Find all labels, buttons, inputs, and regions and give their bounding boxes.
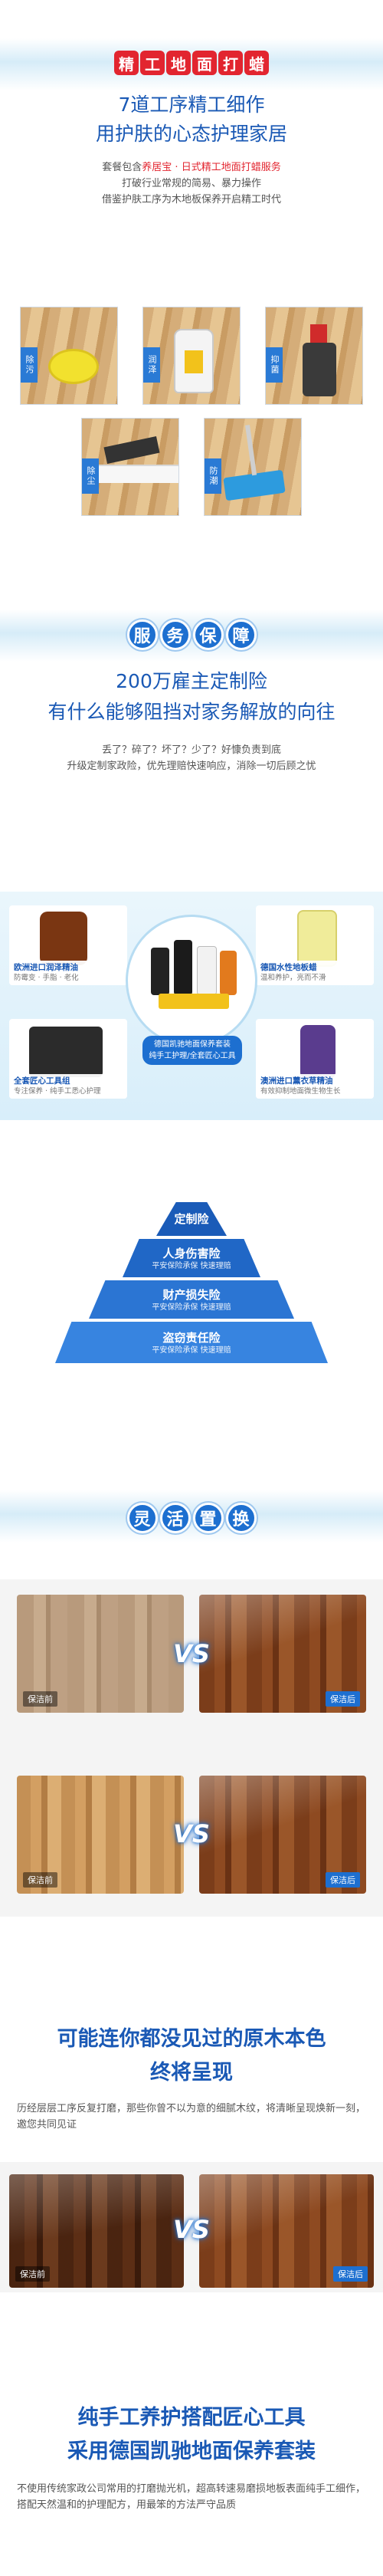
- section4-title-2: 终将呈现: [150, 2061, 233, 2085]
- badge-char: 蜡: [244, 51, 269, 75]
- step-photo: 润泽: [142, 307, 241, 405]
- insurance-tier: 人身伤害险 平安保险承保 快速理赔: [123, 1239, 260, 1277]
- step-tag: 除污: [21, 347, 38, 383]
- section2-title-1: 200万雇主定制险: [116, 670, 267, 692]
- badge-char: 换: [225, 1503, 257, 1533]
- step-photo: 除污: [20, 307, 118, 405]
- badge-char: 活: [159, 1503, 191, 1533]
- step-photo: 抑菌: [265, 307, 363, 405]
- before-label: 保洁前: [23, 1872, 57, 1888]
- section1-desc-3: 借鉴护肤工序为木地板保养开启精工时代: [101, 194, 281, 205]
- badge-char: 保: [192, 619, 224, 650]
- section-header-bg: [0, 38, 383, 90]
- step-tag: 抑菌: [266, 347, 283, 383]
- tier-sub: 平安保险承保 快速理赔: [152, 1303, 231, 1312]
- section2-title-2: 有什么能够阻挡对家务解放的向往: [47, 701, 336, 723]
- product-sub: 专注保养 · 纯手工悉心护理: [14, 1087, 101, 1096]
- step-tag: 润泽: [143, 347, 160, 383]
- tier-name: 人身伤害险: [162, 1246, 221, 1260]
- desc-highlight: 养居宝 · 日式精工地面打蜡服务: [142, 162, 281, 173]
- before-photo: 保洁前: [17, 1776, 184, 1894]
- sponge-icon: [48, 349, 99, 384]
- after-label: 保洁后: [333, 2266, 368, 2282]
- badge-char: 地: [166, 51, 191, 75]
- vs-mark: VS: [173, 1819, 210, 1848]
- section2-badges: 服 务 保 障: [0, 619, 383, 650]
- product-name: 澳洲进口薰衣草精油: [260, 1076, 333, 1086]
- badge-char: 精: [114, 51, 139, 75]
- section1-desc-1: 套餐包含养居宝 · 日式精工地面打蜡服务: [0, 159, 383, 176]
- desc-text: 套餐包含: [102, 162, 142, 173]
- step-tag: 防潮: [205, 458, 221, 494]
- step-tag: 除尘: [82, 458, 99, 494]
- tier-name: 定制险: [174, 1212, 209, 1226]
- tier-name: 盗窃责任险: [162, 1330, 221, 1345]
- caption-line: 德国凯驰地面保养套装: [154, 1040, 231, 1049]
- section-header-bg: [0, 610, 383, 662]
- bottle-icon: [174, 329, 214, 393]
- spray-bottle-icon: [303, 324, 336, 396]
- badge-char: 务: [159, 619, 191, 650]
- step-photo: 除尘: [81, 418, 179, 516]
- insurance-tier: 财产损失险 平安保险承保 快速理赔: [89, 1280, 294, 1319]
- product-name: 全套匠心工具组: [14, 1076, 70, 1086]
- product-name: 欧洲进口润泽精油: [14, 963, 78, 972]
- tier-name: 财产损失险: [162, 1287, 221, 1302]
- step-photo: 防潮: [204, 418, 302, 516]
- section4-desc: 历经层层工序反复打磨，那些你曾不以为意的细腻木纹，将清晰呈现焕新一刻，邀您共同见…: [17, 2103, 366, 2131]
- products-showcase: 欧洲进口润泽精油 防霉变 · 手脂 · 老化 德国水性地板蜡温和养护，亮而不滑 全…: [0, 892, 383, 1120]
- badge-char: 工: [140, 51, 165, 75]
- vs-mark: VS: [173, 2215, 210, 2244]
- insurance-pyramid: 定制险 人身伤害险 平安保险承保 快速理赔 财产损失险 平安保险承保 快速理赔 …: [0, 1202, 383, 1363]
- product-sub: 防霉变 · 手脂 · 老化: [14, 974, 79, 982]
- product-set-circle: [126, 915, 257, 1046]
- section3-badges: 灵 活 置 换: [0, 1503, 383, 1533]
- section2-desc-1: 丢了？碎了？坏了？少了？好慷负责到底: [101, 744, 281, 756]
- product-card: 德国水性地板蜡温和养护，亮而不滑: [256, 905, 374, 985]
- section1-title-2: 用护肤的心态护理家居: [95, 123, 287, 145]
- before-photo: 保洁前: [17, 1595, 184, 1713]
- section-header-bg: [0, 1490, 383, 1543]
- product-card: 欧洲进口润泽精油 防霉变 · 手脂 · 老化: [9, 905, 127, 985]
- insurance-tier: 定制险: [156, 1202, 227, 1236]
- before-photo: 保洁前: [9, 2174, 184, 2288]
- insurance-tier: 盗窃责任险 平安保险承保 快速理赔: [55, 1322, 328, 1363]
- section5-desc: 不使用传统家政公司常用的打磨抛光机，超高转速易磨损地板表面纯手工细作，搭配天然温…: [17, 2483, 366, 2511]
- vs-mark: VS: [173, 1639, 210, 1668]
- after-photo: 保洁后: [199, 2174, 374, 2288]
- badge-char: 障: [225, 619, 257, 650]
- after-label: 保洁后: [326, 1691, 360, 1707]
- section5-title-1: 纯手工养护搭配匠心工具: [77, 2406, 306, 2430]
- wax-bottle-icon: [297, 910, 337, 967]
- after-photo: 保洁后: [199, 1595, 366, 1713]
- section1-badges: 精 工 地 面 打 蜡: [0, 51, 383, 75]
- caption-line: 纯手工护理/全套匠心工具: [149, 1052, 236, 1060]
- badge-char: 灵: [126, 1503, 158, 1533]
- product-set-caption: 德国凯驰地面保养套装 纯手工护理/全套匠心工具: [142, 1036, 242, 1065]
- section5-title-2: 采用德国凯驰地面保养套装: [67, 2440, 316, 2463]
- badge-char: 打: [218, 51, 243, 75]
- section4-title-1: 可能连你都没见过的原木本色: [57, 2027, 326, 2051]
- section2-desc-2: 升级定制家政险，优先理赔快速响应，消除一切后顾之忧: [67, 761, 316, 772]
- section1-desc-2: 打破行业常规的简易、暴力操作: [121, 178, 261, 189]
- tier-sub: 平安保险承保 快速理赔: [152, 1346, 231, 1355]
- product-sub: 有效抑制地面微生物生长: [260, 1087, 341, 1096]
- badge-char: 置: [192, 1503, 224, 1533]
- oil-bottle-icon: [40, 912, 87, 965]
- after-label: 保洁后: [326, 1872, 360, 1888]
- badge-char: 面: [192, 51, 217, 75]
- product-card: 澳洲进口薰衣草精油 有效抑制地面微生物生长: [256, 1019, 374, 1099]
- before-label: 保洁前: [15, 2266, 50, 2282]
- before-label: 保洁前: [23, 1691, 57, 1707]
- after-photo: 保洁后: [199, 1776, 366, 1894]
- badge-char: 服: [126, 619, 158, 650]
- lavender-bottle-icon: [300, 1025, 336, 1079]
- product-sub: 温和养护，亮而不滑: [260, 974, 326, 982]
- section1-title-1: 7道工序精工细作: [118, 94, 265, 116]
- product-card: 全套匠心工具组 专注保养 · 纯手工悉心护理: [9, 1019, 127, 1099]
- tool-kit-icon: [29, 1027, 103, 1077]
- product-name: 德国水性地板蜡: [260, 963, 317, 972]
- tier-sub: 平安保险承保 快速理赔: [152, 1261, 231, 1270]
